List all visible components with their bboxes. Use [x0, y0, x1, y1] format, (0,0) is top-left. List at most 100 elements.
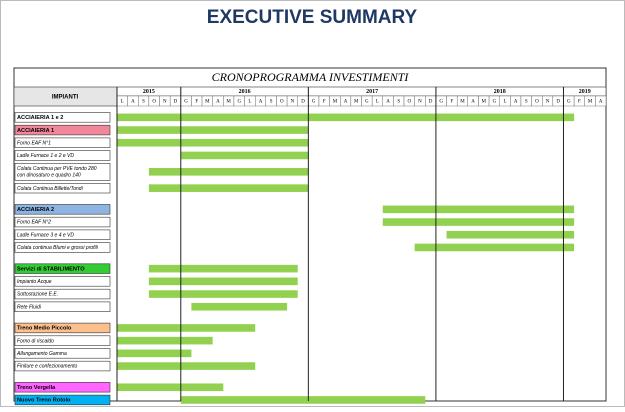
month-label: F: [323, 100, 326, 105]
gantt-bar: [117, 113, 575, 122]
month-label: F: [578, 100, 581, 105]
month-label: M: [482, 100, 487, 105]
month-label: L: [503, 100, 506, 105]
year-label: 2019: [579, 89, 591, 95]
gantt-bar: [191, 302, 288, 311]
chart-title: CRONOPROGRAMMA INVESTIMENTI: [212, 70, 410, 84]
row-label: Colata Continua per PVE tondo 280: [17, 166, 97, 172]
month-label: D: [429, 100, 433, 105]
month-label: G: [312, 100, 316, 105]
month-label: M: [460, 100, 465, 105]
row-label-cell: [14, 394, 111, 406]
month-label: L: [121, 100, 124, 105]
month-label: G: [493, 100, 497, 105]
row-label-cell: [14, 263, 111, 274]
row-label: ACCIAIERIA 1: [17, 128, 54, 134]
month-label: N: [546, 100, 550, 105]
row-label-cell: [14, 242, 111, 253]
row-label: Ladle Furnace 3 e 4 e VD: [17, 232, 74, 238]
month-label: A: [259, 100, 263, 105]
gantt-bar: [117, 349, 192, 358]
month-label: L: [248, 100, 251, 105]
row-label-cell: [14, 360, 111, 372]
gantt-bar: [180, 151, 309, 160]
month-label: A: [344, 100, 348, 105]
year-label: 2016: [239, 89, 251, 95]
gantt-bar: [117, 362, 256, 370]
row-label: con dinosaturo e quadro 140: [17, 172, 81, 178]
month-label: F: [195, 100, 198, 105]
month-label: F: [450, 100, 453, 105]
label-header: IMPIANTI: [52, 95, 79, 101]
row-label: Colata continua Blumi e grossi profili: [17, 245, 99, 251]
row-label: Forno EAF N°2: [17, 220, 51, 226]
month-label: G: [365, 100, 369, 105]
month-label: N: [291, 100, 295, 105]
gantt-bar: [382, 218, 575, 226]
month-label: O: [152, 100, 156, 105]
month-label: A: [599, 100, 603, 105]
row-label-cell: [14, 163, 111, 181]
page-title: EXECUTIVE SUMMARY: [207, 7, 418, 28]
month-label: A: [514, 100, 518, 105]
row-label-cell: [14, 276, 111, 287]
row-label-cell: [14, 229, 111, 240]
gantt-bar: [117, 126, 309, 134]
month-label: S: [397, 100, 400, 105]
month-label: D: [556, 100, 560, 105]
row-label: Ladle Furnace 1 e 2 e VD: [17, 153, 74, 159]
row-label-cell: [14, 335, 111, 346]
row-label-cell: [14, 216, 111, 228]
row-label: Treno Vergella: [17, 385, 56, 391]
gantt-bar: [117, 336, 213, 345]
row-label: Colata Continua Billette/Tondi: [17, 186, 84, 192]
month-label: G: [439, 100, 443, 105]
month-label: L: [376, 100, 379, 105]
month-label: S: [525, 100, 528, 105]
row-label-cell: [14, 124, 111, 136]
row-label-cell: [14, 137, 111, 148]
row-label: Forno EAF N°1: [17, 140, 51, 146]
gantt-bar: [382, 205, 575, 214]
year-label: 2018: [494, 89, 506, 95]
month-label: M: [354, 100, 359, 105]
gantt-bar: [180, 396, 426, 404]
month-label: O: [535, 100, 539, 105]
row-label: Sottostazione E.E.: [17, 292, 58, 298]
row-label-cell: [14, 322, 111, 334]
month-label: O: [280, 100, 284, 105]
month-label: M: [333, 100, 338, 105]
row-label: Allungamento Gamma: [16, 351, 67, 357]
month-label: M: [226, 100, 231, 105]
row-label: Impianto Acque: [17, 279, 52, 285]
row-label-cell: [14, 382, 111, 393]
gantt-bar: [446, 230, 575, 239]
row-label: ACCIAIERIA 2: [17, 207, 54, 213]
month-label: O: [408, 100, 412, 105]
row-label: Treno Medio Piccolo: [17, 326, 72, 332]
gantt-bar: [148, 277, 298, 286]
gantt-bar: [117, 138, 309, 147]
month-label: M: [588, 100, 593, 105]
gantt-bar: [148, 290, 298, 298]
month-label: A: [471, 100, 475, 105]
month-label: N: [418, 100, 422, 105]
gantt-bar: [148, 168, 309, 176]
month-label: S: [270, 100, 273, 105]
month-label: A: [131, 100, 135, 105]
month-label: N: [163, 100, 167, 105]
row-label: Servizi di STABILIMENTO: [17, 266, 85, 272]
gantt-bar: [117, 383, 224, 392]
month-label: G: [237, 100, 241, 105]
year-label: 2015: [143, 89, 155, 95]
row-label: Forno di riscaldo: [17, 338, 54, 344]
row-label-cell: [14, 183, 111, 194]
row-label: Nuovo Treno Rotolo: [17, 398, 71, 404]
month-label: S: [142, 100, 145, 105]
row-label-cell: [14, 204, 111, 215]
row-label: Rete Fluidi: [17, 304, 42, 310]
row-label-cell: [14, 288, 111, 300]
row-label-cell: [14, 348, 111, 359]
